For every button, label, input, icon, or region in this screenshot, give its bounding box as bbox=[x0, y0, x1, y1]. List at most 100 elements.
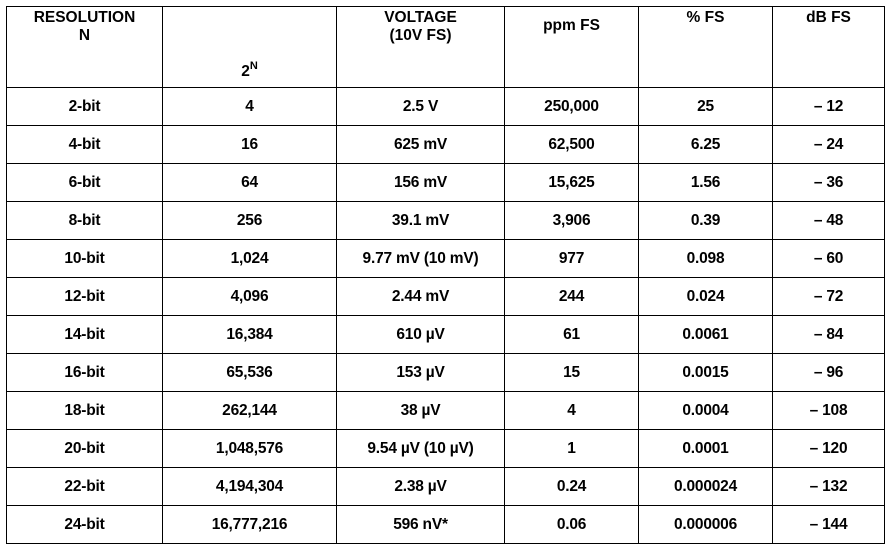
header-voltage-line1: VOLTAGE bbox=[384, 9, 457, 26]
cell-resolution: 14-bit bbox=[6, 315, 163, 354]
cell-power: 256 bbox=[162, 201, 337, 240]
cell-voltage: 38 µV bbox=[336, 391, 505, 430]
cell-pct-value: 0.0001 bbox=[682, 439, 729, 457]
cell-db: – 36 bbox=[772, 163, 885, 202]
cell-power: 65,536 bbox=[162, 353, 337, 392]
header-ppm: ppm FS bbox=[504, 6, 639, 88]
cell-resolution-value: 12-bit bbox=[64, 287, 105, 305]
table-body: 2-bit 4 2.5 V 250,000 25 – 12 4-bit 16 625 mV 62,… bbox=[6, 87, 885, 544]
header-power: 2N bbox=[162, 6, 337, 88]
cell-db-value: – 144 bbox=[809, 515, 848, 533]
cell-ppm-value: 4 bbox=[567, 401, 576, 419]
table-row: 12-bit 4,096 2.44 mV 244 0.024 – 72 bbox=[6, 277, 885, 316]
table-row: 16-bit 65,536 153 µV 15 0.0015 – 96 bbox=[6, 353, 885, 392]
cell-db-value: – 24 bbox=[813, 135, 844, 153]
cell-ppm: 250,000 bbox=[504, 87, 639, 126]
cell-pct: 0.0004 bbox=[638, 391, 773, 430]
cell-pct: 6.25 bbox=[638, 125, 773, 164]
cell-db-value: – 132 bbox=[809, 477, 848, 495]
cell-resolution: 4-bit bbox=[6, 125, 163, 164]
cell-resolution: 10-bit bbox=[6, 239, 163, 278]
cell-voltage: 596 nV* bbox=[336, 505, 505, 544]
cell-resolution-value: 8-bit bbox=[68, 211, 101, 229]
cell-pct-value: 0.000024 bbox=[673, 477, 738, 495]
cell-voltage-value: 625 mV bbox=[393, 135, 448, 153]
cell-db-value: – 120 bbox=[809, 439, 848, 457]
table-row: 2-bit 4 2.5 V 250,000 25 – 12 bbox=[6, 87, 885, 126]
cell-ppm: 1 bbox=[504, 429, 639, 468]
cell-resolution: 8-bit bbox=[6, 201, 163, 240]
cell-power: 16,777,216 bbox=[162, 505, 337, 544]
cell-resolution: 16-bit bbox=[6, 353, 163, 392]
cell-ppm: 3,906 bbox=[504, 201, 639, 240]
cell-db: – 12 bbox=[772, 87, 885, 126]
table-row: 22-bit 4,194,304 2.38 µV 0.24 0.000024 – 132 bbox=[6, 467, 885, 506]
cell-pct: 25 bbox=[638, 87, 773, 126]
table-row: 6-bit 64 156 mV 15,625 1.56 – 36 bbox=[6, 163, 885, 202]
cell-power: 16 bbox=[162, 125, 337, 164]
header-resolution: RESOLUTION N bbox=[6, 6, 163, 88]
table-row: 24-bit 16,777,216 596 nV* 0.06 0.000006 – 144 bbox=[6, 505, 885, 544]
cell-power-value: 16 bbox=[241, 135, 258, 153]
cell-ppm: 62,500 bbox=[504, 125, 639, 164]
cell-voltage-value: 153 µV bbox=[396, 363, 445, 381]
cell-power-value: 4,096 bbox=[230, 287, 269, 305]
table-row: 20-bit 1,048,576 9.54 µV (10 µV) 1 0.0001 – 1… bbox=[6, 429, 885, 468]
cell-resolution: 2-bit bbox=[6, 87, 163, 126]
cell-db: – 108 bbox=[772, 391, 885, 430]
cell-resolution: 18-bit bbox=[6, 391, 163, 430]
table-row: 14-bit 16,384 610 µV 61 0.0061 – 84 bbox=[6, 315, 885, 354]
cell-power: 64 bbox=[162, 163, 337, 202]
cell-pct: 0.0061 bbox=[638, 315, 773, 354]
header-voltage-line2: (10V FS) bbox=[389, 27, 452, 44]
cell-pct-value: 0.000006 bbox=[673, 515, 738, 533]
cell-db: – 120 bbox=[772, 429, 885, 468]
cell-db: – 132 bbox=[772, 467, 885, 506]
cell-resolution: 20-bit bbox=[6, 429, 163, 468]
header-resolution-line2: N bbox=[78, 27, 91, 44]
cell-voltage: 610 µV bbox=[336, 315, 505, 354]
cell-ppm: 977 bbox=[504, 239, 639, 278]
cell-db: – 48 bbox=[772, 201, 885, 240]
cell-ppm: 61 bbox=[504, 315, 639, 354]
cell-resolution-value: 14-bit bbox=[64, 325, 105, 343]
cell-voltage: 39.1 mV bbox=[336, 201, 505, 240]
cell-pct: 0.000006 bbox=[638, 505, 773, 544]
header-db-label: dB FS bbox=[806, 9, 851, 26]
cell-power: 4,096 bbox=[162, 277, 337, 316]
resolution-table-container: RESOLUTION N 2N VOLTAGE (10V FS) ppm FS … bbox=[6, 6, 885, 544]
cell-voltage: 9.54 µV (10 µV) bbox=[336, 429, 505, 468]
cell-pct-value: 6.25 bbox=[690, 135, 721, 153]
cell-ppm: 15 bbox=[504, 353, 639, 392]
cell-db: – 24 bbox=[772, 125, 885, 164]
cell-resolution-value: 20-bit bbox=[64, 439, 105, 457]
cell-voltage-value: 596 nV* bbox=[393, 515, 448, 533]
cell-db: – 144 bbox=[772, 505, 885, 544]
header-ppm-label: ppm FS bbox=[543, 17, 600, 34]
cell-voltage-value: 9.77 mV (10 mV) bbox=[362, 249, 479, 267]
header-resolution-line1: RESOLUTION bbox=[33, 9, 136, 26]
cell-ppm: 244 bbox=[504, 277, 639, 316]
cell-voltage-value: 156 mV bbox=[393, 173, 448, 191]
cell-power-value: 65,536 bbox=[226, 363, 273, 381]
cell-resolution-value: 4-bit bbox=[68, 135, 101, 153]
cell-power: 262,144 bbox=[162, 391, 337, 430]
cell-resolution-value: 18-bit bbox=[64, 401, 105, 419]
cell-resolution-value: 16-bit bbox=[64, 363, 105, 381]
cell-power-value: 4 bbox=[245, 97, 254, 115]
cell-ppm-value: 62,500 bbox=[548, 135, 595, 153]
header-db: dB FS bbox=[772, 6, 885, 88]
cell-power-value: 16,384 bbox=[226, 325, 273, 343]
cell-power: 1,024 bbox=[162, 239, 337, 278]
cell-ppm: 0.24 bbox=[504, 467, 639, 506]
cell-voltage: 625 mV bbox=[336, 125, 505, 164]
cell-resolution-value: 22-bit bbox=[64, 477, 105, 495]
cell-voltage: 2.5 V bbox=[336, 87, 505, 126]
cell-power-value: 1,048,576 bbox=[215, 439, 284, 457]
cell-voltage-value: 610 µV bbox=[396, 325, 445, 343]
cell-ppm-value: 250,000 bbox=[544, 97, 599, 115]
cell-pct: 0.39 bbox=[638, 201, 773, 240]
cell-power-value: 256 bbox=[236, 211, 263, 229]
cell-power: 16,384 bbox=[162, 315, 337, 354]
header-pct: % FS bbox=[638, 6, 773, 88]
